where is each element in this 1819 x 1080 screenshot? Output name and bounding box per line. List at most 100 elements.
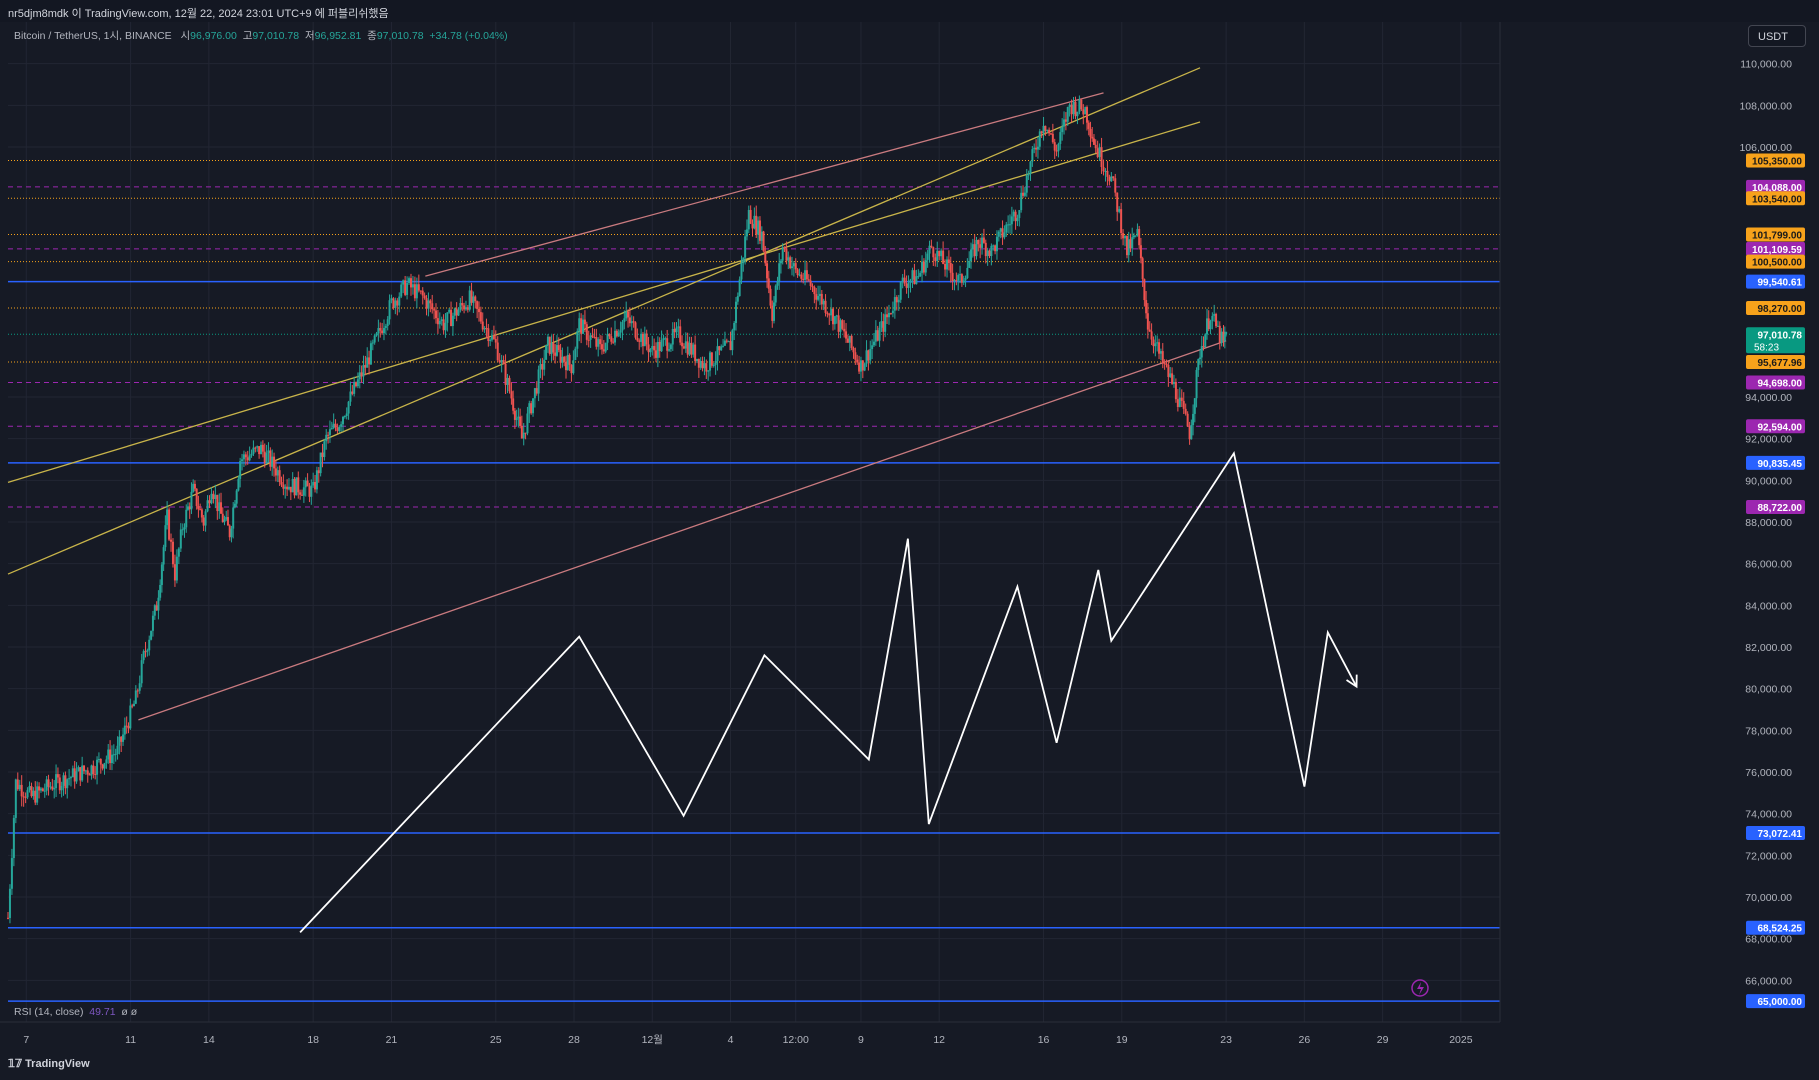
candle-body: [1027, 173, 1030, 176]
candle-body: [1080, 99, 1083, 110]
price-level-tag: [1746, 355, 1805, 370]
candle-body: [371, 342, 374, 344]
x-tick-label: 16: [1038, 1034, 1050, 1046]
y-tick-label: 70,000.00: [1745, 892, 1792, 904]
candle-body: [850, 335, 853, 348]
candle-body: [1022, 192, 1025, 196]
candle-body: [409, 278, 412, 288]
candle-body: [36, 786, 39, 803]
candle-body: [781, 247, 784, 261]
candle-body: [1190, 425, 1193, 440]
candle-body: [49, 786, 52, 788]
candle-body: [62, 775, 65, 786]
candle-body: [1023, 192, 1026, 196]
candle-body: [260, 444, 263, 455]
candle-body: [125, 725, 128, 727]
currency-button[interactable]: USDT: [1748, 25, 1806, 47]
candle-body: [166, 509, 169, 526]
candle-body: [446, 312, 449, 323]
candle-body: [882, 321, 885, 332]
candle-body: [984, 242, 987, 257]
y-tick-label: 84,000.00: [1745, 600, 1792, 612]
candle-body: [306, 480, 309, 487]
candle-body: [79, 767, 82, 781]
candle-body: [720, 346, 723, 351]
candle-body: [242, 454, 245, 460]
candle-body: [226, 517, 229, 526]
candle-body: [12, 817, 15, 859]
candle-body: [248, 455, 251, 461]
x-tick-label: 9: [858, 1034, 864, 1046]
price-level-tag: [1746, 375, 1805, 390]
candle-body: [1176, 399, 1179, 407]
candle-body: [999, 228, 1002, 232]
candle-body: [150, 630, 153, 640]
price-level-label: 65,000.00: [1758, 997, 1803, 1008]
candle-body: [600, 344, 603, 350]
candle-body: [491, 335, 494, 340]
candle-body: [323, 441, 326, 458]
candle-body: [258, 446, 261, 455]
candle-body: [1218, 325, 1221, 343]
candle-body: [1184, 408, 1187, 414]
candle-body: [1064, 119, 1067, 122]
candle-body: [880, 321, 883, 328]
candle-body: [867, 350, 870, 361]
candle-body: [627, 311, 630, 318]
candle-body: [230, 528, 233, 538]
candle-body: [831, 308, 834, 325]
candle-body: [197, 505, 200, 510]
candle-body: [824, 300, 827, 313]
candle-body: [794, 263, 797, 270]
candle-body: [468, 290, 471, 310]
y-tick-label: 72,000.00: [1745, 850, 1792, 862]
candle-body: [43, 790, 46, 792]
candle-body: [513, 410, 516, 420]
candle-body: [727, 341, 730, 343]
candle-body: [615, 330, 618, 337]
candle-body: [181, 529, 184, 531]
candle-body: [199, 509, 202, 511]
x-tick-label: 12:00: [783, 1034, 809, 1046]
tradingview-logo[interactable]: 𝟙𝟟 TradingView: [8, 1057, 90, 1070]
candle-body: [1033, 147, 1036, 150]
candle-body: [813, 286, 816, 295]
candle-body: [911, 270, 914, 280]
candle-body: [785, 248, 788, 261]
candle-body: [563, 356, 566, 362]
candle-body: [512, 398, 515, 411]
candle-body: [377, 328, 380, 334]
candle-body: [643, 333, 646, 347]
candle-body: [530, 403, 533, 414]
candle-body: [955, 280, 958, 282]
candle-body: [438, 320, 441, 325]
candle-body: [1055, 150, 1058, 152]
candle-body: [897, 299, 900, 303]
candle-body: [314, 481, 317, 490]
candle-body: [610, 336, 613, 342]
candle-body: [483, 328, 486, 330]
candle-body: [1186, 413, 1189, 427]
candle-body: [302, 487, 305, 496]
open-value: 96,976.00: [190, 30, 237, 42]
candle-body: [792, 263, 795, 267]
candle-body: [373, 335, 376, 343]
candle-body: [718, 346, 721, 351]
candle-body: [566, 354, 569, 371]
candle-body: [24, 796, 27, 798]
candle-body: [760, 231, 763, 241]
candle-body: [83, 765, 86, 772]
candle-body: [545, 345, 548, 360]
change-value: +34.78 (+0.04%): [429, 30, 508, 42]
candle-body: [453, 308, 456, 316]
candle-body: [940, 250, 943, 257]
candle-body: [705, 363, 708, 372]
candle-body: [7, 917, 9, 919]
candle-body: [791, 266, 794, 269]
candle-body: [762, 231, 765, 252]
candle-body: [669, 344, 672, 350]
candle-body: [671, 328, 674, 345]
candle-body: [541, 364, 544, 370]
candle-body: [479, 312, 482, 322]
